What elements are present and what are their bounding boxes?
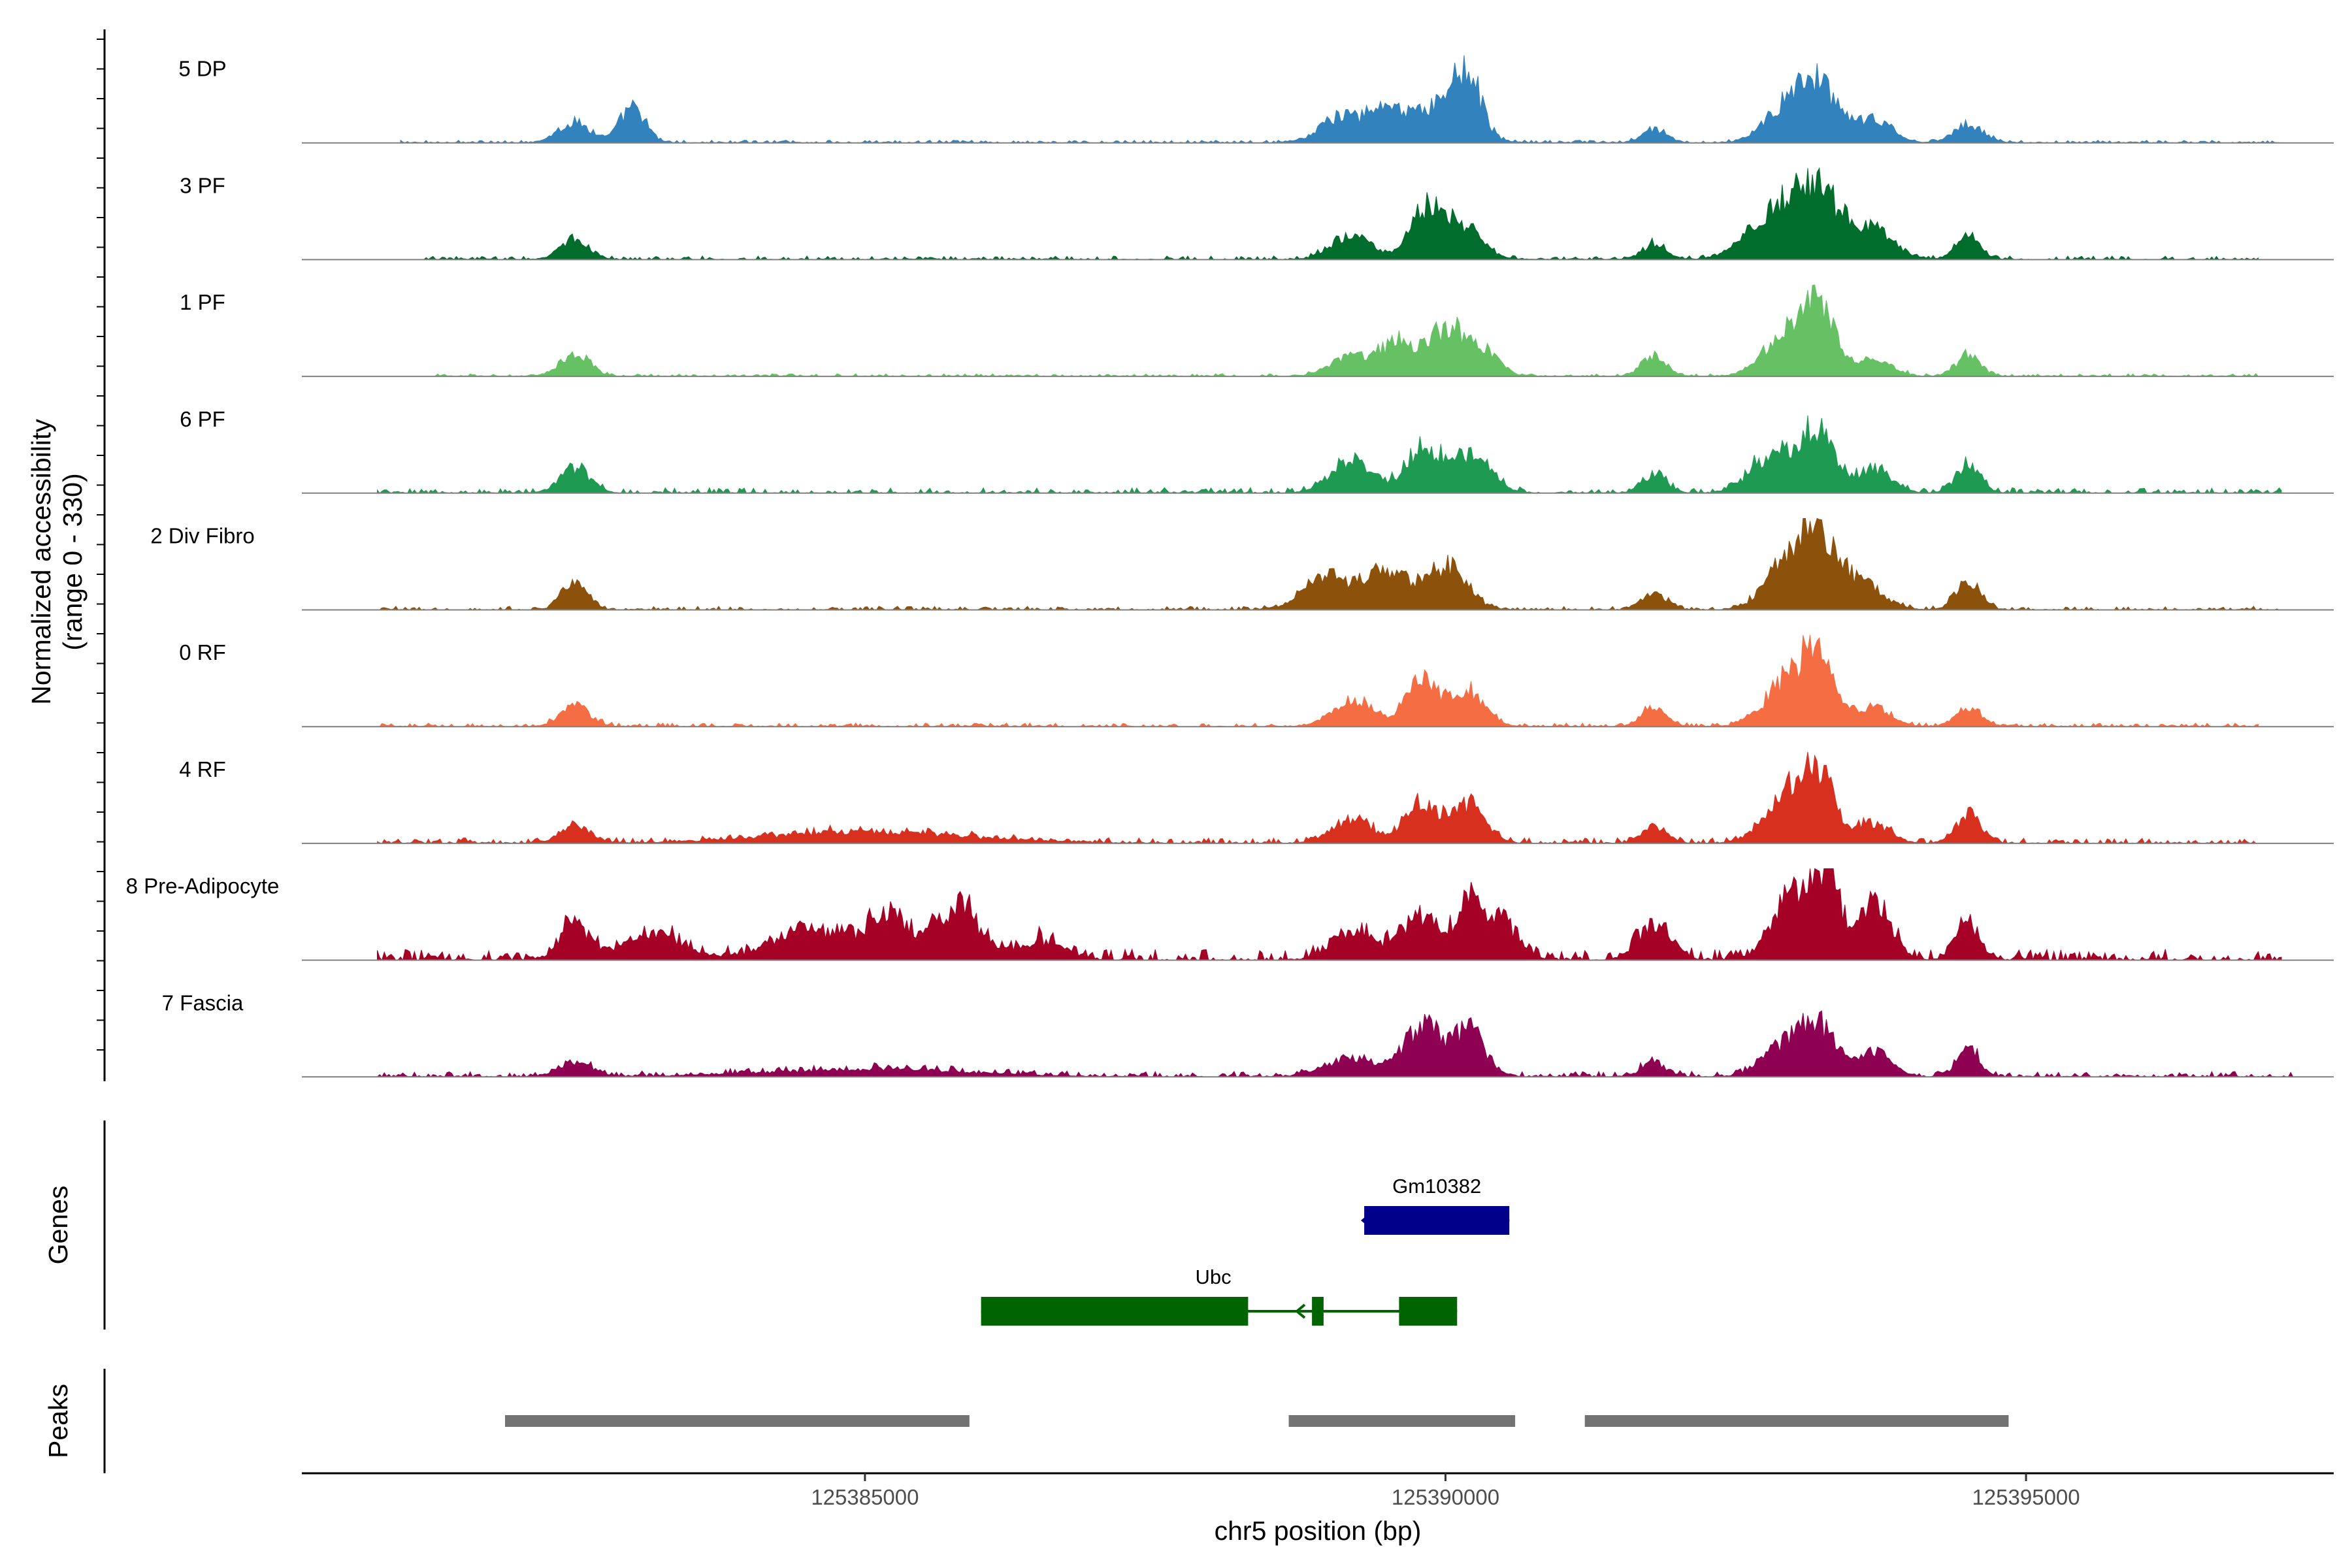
coverage-area xyxy=(377,868,2282,962)
coverage-track: 8 Pre-Adipocyte xyxy=(126,868,2334,962)
gene-annotations: Gm10382 Ubc xyxy=(981,1175,1510,1326)
coverage-area xyxy=(423,167,2259,261)
peaks-panel-title: Peaks xyxy=(43,1384,73,1458)
coverage-area xyxy=(377,415,2282,495)
peak-regions xyxy=(505,1415,2009,1427)
gene-exon xyxy=(1312,1297,1324,1326)
peak-region xyxy=(1584,1415,2009,1427)
coverage-y-axis xyxy=(97,29,106,1081)
y-axis-subtitle: (range 0 - 330) xyxy=(57,473,88,650)
y-axis-title: Normalized accessibility xyxy=(26,419,56,705)
x-tick-label: 125395000 xyxy=(1972,1485,2080,1509)
x-tick-label: 125385000 xyxy=(811,1485,919,1509)
coverage-track: 2 Div Fibro xyxy=(150,517,2334,611)
gene-label: Gm10382 xyxy=(1392,1175,1481,1198)
track-label: 1 PF xyxy=(180,290,225,314)
track-label: 3 PF xyxy=(180,173,225,197)
x-axis-title: chr5 position (bp) xyxy=(1215,1516,1422,1546)
track-label: 6 PF xyxy=(180,407,225,431)
gene-exon xyxy=(1364,1206,1510,1235)
peak-region xyxy=(505,1415,970,1427)
strand-arrow xyxy=(1294,1303,1306,1319)
coverage-area xyxy=(434,284,2259,377)
track-label: 4 RF xyxy=(179,757,226,781)
coverage-track: 3 PF xyxy=(180,167,2334,261)
coverage-track: 4 RF xyxy=(179,751,2334,844)
track-label: 5 DP xyxy=(178,57,226,81)
coverage-area xyxy=(377,751,2259,844)
track-label: 2 Div Fibro xyxy=(150,524,255,548)
gene-exon xyxy=(1399,1297,1458,1326)
x-axis: 125385000 125390000 125395000 xyxy=(302,1472,2334,1509)
coverage-area xyxy=(377,635,2259,728)
coverage-track: 5 DP xyxy=(178,55,2334,144)
track-label: 7 Fascia xyxy=(162,990,244,1015)
coverage-tracks: 5 DP 3 PF 1 PF 6 PF 2 Div Fibro 0 RF 4 RF 8 Pre… xyxy=(126,55,2334,1078)
peak-region xyxy=(1288,1415,1516,1427)
coverage-track: 6 PF xyxy=(180,407,2334,495)
track-label: 8 Pre-Adipocyte xyxy=(126,874,280,898)
x-tick-label: 125390000 xyxy=(1392,1485,1499,1509)
gene-exon xyxy=(981,1297,1249,1326)
gene-label: Ubc xyxy=(1195,1266,1231,1288)
coverage-track: 7 Fascia xyxy=(162,990,2334,1078)
gene-model: Ubc xyxy=(981,1266,1458,1326)
coverage-area xyxy=(377,517,2282,611)
genes-panel-title: Genes xyxy=(43,1186,73,1265)
strand-arrow xyxy=(1360,1213,1372,1228)
coverage-track: 1 PF xyxy=(180,284,2334,378)
coverage-track: 0 RF xyxy=(179,635,2334,728)
coverage-area xyxy=(400,55,2282,144)
coverage-area xyxy=(377,1010,2294,1078)
gene-model: Gm10382 xyxy=(1360,1175,1510,1235)
track-label: 0 RF xyxy=(179,640,226,664)
